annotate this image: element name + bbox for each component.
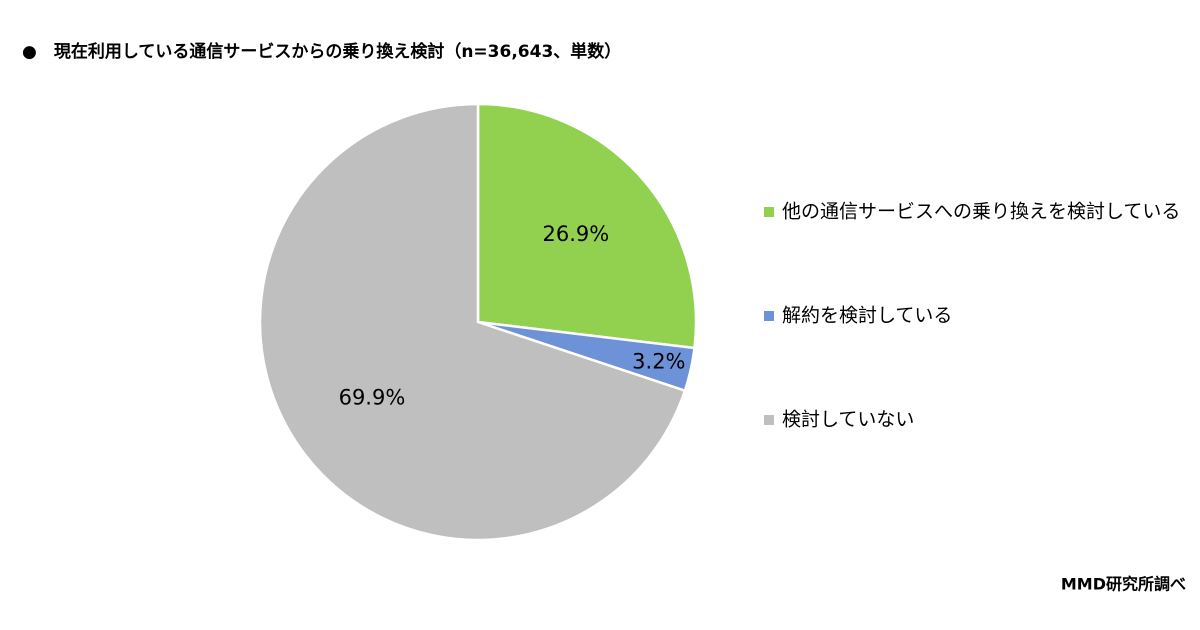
legend-label: 検討していない xyxy=(782,409,914,431)
legend-label: 他の通信サービスへの乗り換えを検討している xyxy=(782,201,1180,223)
chart-title: ● 現在利用している通信サービスからの乗り換え検討（n=36,643、単数） xyxy=(22,41,621,62)
data-label: 69.9% xyxy=(339,386,406,410)
source: MMD研究所調べ xyxy=(1061,575,1186,594)
legend-label: 解約を検討している xyxy=(782,305,952,327)
pie-slice xyxy=(476,102,698,350)
legend-swatch xyxy=(764,415,774,425)
data-label: 3.2% xyxy=(632,349,685,373)
data-label: 26.9% xyxy=(542,222,609,246)
legend-swatch xyxy=(764,207,774,217)
pie-slice xyxy=(258,102,687,542)
legend-swatch xyxy=(764,311,774,321)
